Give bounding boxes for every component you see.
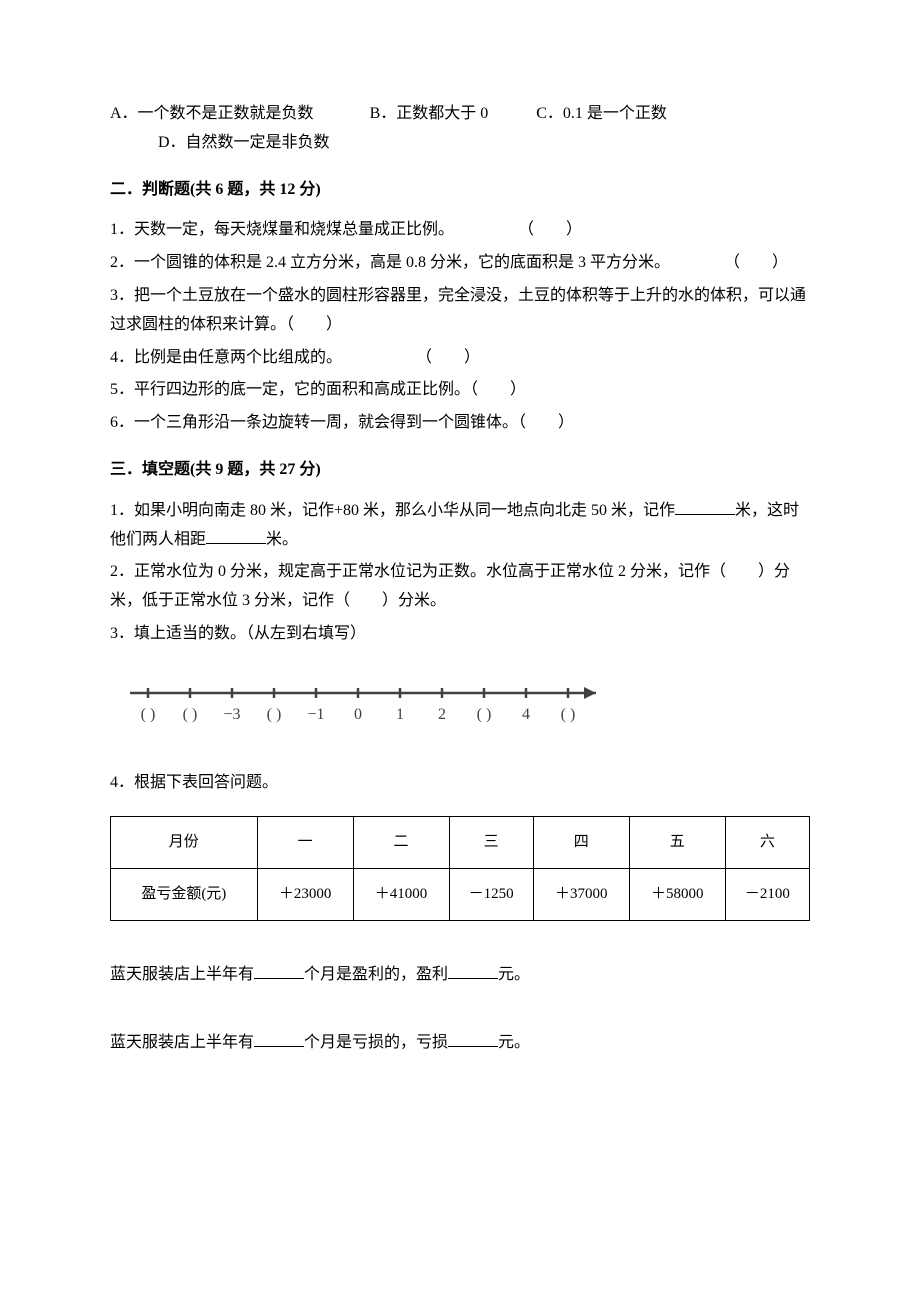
svg-text:( ): ( ) xyxy=(141,706,156,723)
table-header-cell: 二 xyxy=(353,816,449,868)
s3-q4-follow-b: 蓝天服装店上半年有 个月是亏损的，亏损 元。 xyxy=(110,1029,810,1058)
table-cell: －2100 xyxy=(725,868,809,920)
s2-q6: 6．一个三角形沿一条边旋转一周，就会得到一个圆锥体。（ ） xyxy=(110,409,810,438)
table-data-row: 盈亏金额(元)＋23000＋41000－1250＋37000＋58000－210… xyxy=(111,868,810,920)
svg-text:−1: −1 xyxy=(307,706,324,723)
s2-q3: 3．把一个土豆放在一个盛水的圆柱形容器里，完全浸没，土豆的体积等于上升的水的体积… xyxy=(110,282,810,340)
q4a-end: 元。 xyxy=(498,966,530,983)
blank-input[interactable] xyxy=(448,1031,498,1047)
option-d: D．自然数一定是非负数 xyxy=(158,134,330,151)
q4b-end: 元。 xyxy=(498,1034,530,1051)
blank-input[interactable] xyxy=(206,528,266,544)
table-cell: －1250 xyxy=(449,868,533,920)
svg-text:( ): ( ) xyxy=(561,706,576,723)
q4a-pre: 蓝天服装店上半年有 xyxy=(110,966,254,983)
s3-q1: 1．如果小明向南走 80 米，记作+80 米，那么小华从同一地点向北走 50 米… xyxy=(110,497,810,555)
mc-options: A．一个数不是正数就是负数 B．正数都大于 0 C．0.1 是一个正数 D．自然… xyxy=(110,100,810,158)
s3-q4-header: 4．根据下表回答问题。 xyxy=(110,769,810,798)
s3-q3: 3．填上适当的数。（从左到右填写） xyxy=(110,620,810,649)
s3-q2: 2．正常水位为 0 分米，规定高于正常水位记为正数。水位高于正常水位 2 分米，… xyxy=(110,558,810,616)
s3-q1-end: 米。 xyxy=(266,531,298,548)
table-cell: ＋41000 xyxy=(353,868,449,920)
numberline-figure: ( ) ( ) −3 ( ) −1 0 1 2 ( ) 4 ( ) xyxy=(110,679,810,739)
option-a: A．一个数不是正数就是负数 xyxy=(110,105,314,122)
q4b-pre: 蓝天服装店上半年有 xyxy=(110,1034,254,1051)
option-b: B．正数都大于 0 xyxy=(370,105,489,122)
table-header-cell: 五 xyxy=(629,816,725,868)
svg-text:−3: −3 xyxy=(223,706,240,723)
q4b-mid: 个月是亏损的，亏损 xyxy=(304,1034,448,1051)
table-header-cell: 六 xyxy=(725,816,809,868)
blank-input[interactable] xyxy=(254,963,304,979)
option-c: C．0.1 是一个正数 xyxy=(536,105,667,122)
s2-q4-text: 4．比例是由任意两个比组成的。 xyxy=(110,349,342,366)
svg-text:( ): ( ) xyxy=(267,706,282,723)
s2-q1: 1．天数一定，每天烧煤量和烧煤总量成正比例。 （ ） xyxy=(110,216,810,245)
s3-q4-follow-a: 蓝天服装店上半年有 个月是盈利的，盈利 元。 xyxy=(110,961,810,990)
table-cell: ＋37000 xyxy=(533,868,629,920)
q4a-mid: 个月是盈利的，盈利 xyxy=(304,966,448,983)
s2-q1-text: 1．天数一定，每天烧煤量和烧煤总量成正比例。 xyxy=(110,221,454,238)
table-cell: ＋23000 xyxy=(257,868,353,920)
s2-q2: 2．一个圆锥的体积是 2.4 立方分米，高是 0.8 分米，它的底面积是 3 平… xyxy=(110,249,810,278)
section-3-header: 三．填空题(共 9 题，共 27 分) xyxy=(110,456,810,485)
table-row-label: 盈亏金额(元) xyxy=(111,868,258,920)
s2-q2-text: 2．一个圆锥的体积是 2.4 立方分米，高是 0.8 分米，它的底面积是 3 平… xyxy=(110,254,670,271)
table-header-cell: 三 xyxy=(449,816,533,868)
table-cell: ＋58000 xyxy=(629,868,725,920)
section-2-header: 二．判断题(共 6 题，共 12 分) xyxy=(110,176,810,205)
s2-q4: 4．比例是由任意两个比组成的。 （ ） xyxy=(110,344,810,373)
svg-text:4: 4 xyxy=(522,706,530,723)
s3-q1-pre: 1．如果小明向南走 80 米，记作+80 米，那么小华从同一地点向北走 50 米… xyxy=(110,502,675,519)
table-header-cell: 月份 xyxy=(111,816,258,868)
svg-text:1: 1 xyxy=(396,706,404,723)
blank-input[interactable] xyxy=(448,963,498,979)
table-header-cell: 四 xyxy=(533,816,629,868)
svg-text:2: 2 xyxy=(438,706,446,723)
numberline-svg: ( ) ( ) −3 ( ) −1 0 1 2 ( ) 4 ( ) xyxy=(110,679,610,739)
svg-text:( ): ( ) xyxy=(183,706,198,723)
profit-table: 月份一二三四五六 盈亏金额(元)＋23000＋41000－1250＋37000＋… xyxy=(110,816,810,921)
svg-text:0: 0 xyxy=(354,706,362,723)
svg-text:( ): ( ) xyxy=(477,706,492,723)
table-header-row: 月份一二三四五六 xyxy=(111,816,810,868)
blank-input[interactable] xyxy=(254,1031,304,1047)
s2-q5: 5．平行四边形的底一定，它的面积和高成正比例。（ ） xyxy=(110,376,810,405)
blank-input[interactable] xyxy=(675,499,735,515)
table-header-cell: 一 xyxy=(257,816,353,868)
